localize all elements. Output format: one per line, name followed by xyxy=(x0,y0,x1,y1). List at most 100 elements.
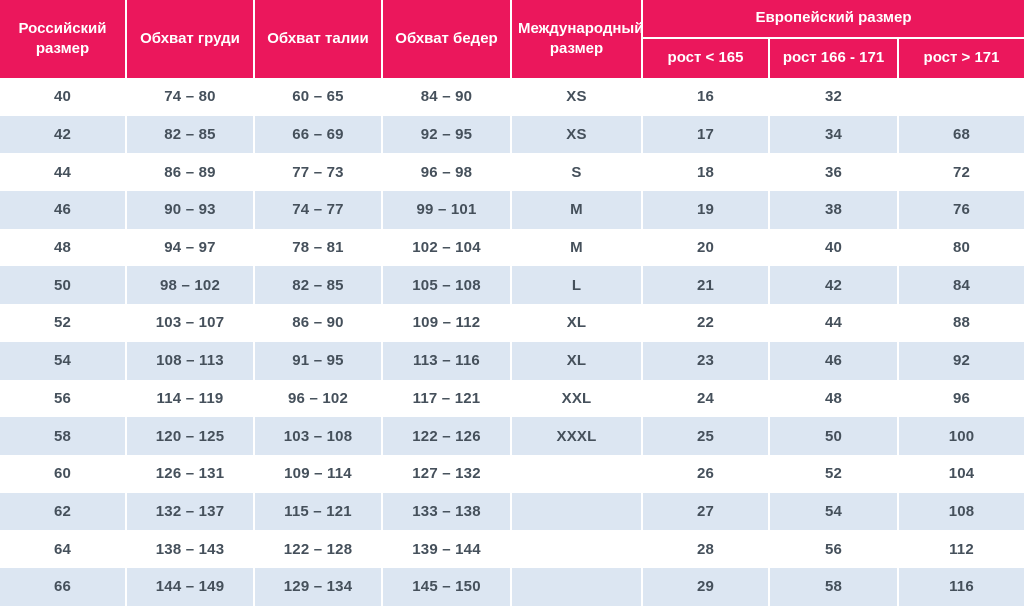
cell-height-166-171: 36 xyxy=(770,153,899,192)
cell-height-166-171: 46 xyxy=(770,341,899,380)
cell-international-size: XL xyxy=(512,341,643,380)
cell-russian-size: 48 xyxy=(0,228,127,267)
size-chart-header: Российский размер Обхват груди Обхват та… xyxy=(0,0,1024,78)
cell-international-size: M xyxy=(512,191,643,229)
cell-height-lt-165: 26 xyxy=(643,454,770,493)
cell-height-lt-165: 29 xyxy=(643,567,770,606)
cell-height-gt-171: 68 xyxy=(899,115,1024,154)
cell-waist: 115 – 121 xyxy=(255,492,383,531)
header-international-size: Международный размер xyxy=(512,0,643,78)
cell-waist: 103 – 108 xyxy=(255,417,383,455)
cell-russian-size: 42 xyxy=(0,115,127,154)
table-row: 42 82 – 85 66 – 69 92 – 95 XS 17 34 68 xyxy=(0,115,1024,154)
cell-hips: 122 – 126 xyxy=(383,417,512,455)
cell-height-gt-171: 76 xyxy=(899,191,1024,229)
cell-height-gt-171: 108 xyxy=(899,492,1024,531)
cell-hips: 92 – 95 xyxy=(383,115,512,154)
cell-chest: 74 – 80 xyxy=(127,78,255,116)
cell-height-gt-171: 88 xyxy=(899,304,1024,342)
header-waist: Обхват талии xyxy=(255,0,383,78)
header-height-lt-165: рост < 165 xyxy=(643,39,770,78)
cell-hips: 105 – 108 xyxy=(383,266,512,305)
cell-height-lt-165: 19 xyxy=(643,191,770,229)
cell-russian-size: 52 xyxy=(0,304,127,342)
cell-height-gt-171: 80 xyxy=(899,228,1024,267)
cell-chest: 132 – 137 xyxy=(127,492,255,531)
header-european-size: Европейский размер xyxy=(643,0,1024,39)
cell-height-gt-171: 104 xyxy=(899,454,1024,493)
cell-height-lt-165: 27 xyxy=(643,492,770,531)
cell-waist: 74 – 77 xyxy=(255,191,383,229)
cell-russian-size: 66 xyxy=(0,567,127,606)
cell-hips: 99 – 101 xyxy=(383,191,512,229)
cell-hips: 102 – 104 xyxy=(383,228,512,267)
cell-height-gt-171: 112 xyxy=(899,530,1024,568)
cell-international-size: XL xyxy=(512,304,643,342)
cell-hips: 139 – 144 xyxy=(383,530,512,568)
cell-hips: 84 – 90 xyxy=(383,78,512,116)
cell-russian-size: 64 xyxy=(0,530,127,568)
cell-height-gt-171: 100 xyxy=(899,417,1024,455)
cell-russian-size: 44 xyxy=(0,153,127,192)
cell-russian-size: 50 xyxy=(0,266,127,305)
cell-height-166-171: 44 xyxy=(770,304,899,342)
cell-height-lt-165: 17 xyxy=(643,115,770,154)
table-row: 54 108 – 113 91 – 95 113 – 116 XL 23 46 92 xyxy=(0,341,1024,380)
cell-chest: 120 – 125 xyxy=(127,417,255,455)
cell-height-gt-171: 92 xyxy=(899,341,1024,380)
cell-chest: 144 – 149 xyxy=(127,567,255,606)
table-row: 66 144 – 149 129 – 134 145 – 150 29 58 116 xyxy=(0,567,1024,606)
cell-height-166-171: 38 xyxy=(770,191,899,229)
cell-waist: 60 – 65 xyxy=(255,78,383,116)
cell-chest: 138 – 143 xyxy=(127,530,255,568)
cell-hips: 96 – 98 xyxy=(383,153,512,192)
cell-international-size: XS xyxy=(512,115,643,154)
cell-russian-size: 54 xyxy=(0,341,127,380)
table-row: 62 132 – 137 115 – 121 133 – 138 27 54 108 xyxy=(0,492,1024,531)
cell-height-166-171: 42 xyxy=(770,266,899,305)
table-row: 60 126 – 131 109 – 114 127 – 132 26 52 104 xyxy=(0,454,1024,493)
cell-international-size xyxy=(512,492,643,531)
table-row: 50 98 – 102 82 – 85 105 – 108 L 21 42 84 xyxy=(0,266,1024,305)
size-chart-body: 40 74 – 80 60 – 65 84 – 90 XS 16 32 42 82 – 85 66… xyxy=(0,78,1024,606)
table-row: 58 120 – 125 103 – 108 122 – 126 XXXL 25 50 100 xyxy=(0,417,1024,455)
cell-height-166-171: 52 xyxy=(770,454,899,493)
table-row: 46 90 – 93 74 – 77 99 – 101 M 19 38 76 xyxy=(0,191,1024,229)
cell-chest: 114 – 119 xyxy=(127,379,255,418)
table-row: 52 103 – 107 86 – 90 109 – 112 XL 22 44 88 xyxy=(0,304,1024,342)
cell-height-lt-165: 28 xyxy=(643,530,770,568)
cell-height-166-171: 56 xyxy=(770,530,899,568)
header-row-main: Российский размер Обхват груди Обхват та… xyxy=(0,0,1024,78)
cell-height-lt-165: 18 xyxy=(643,153,770,192)
cell-international-size: XXL xyxy=(512,379,643,418)
cell-height-166-171: 48 xyxy=(770,379,899,418)
cell-international-size: XXXL xyxy=(512,417,643,455)
cell-hips: 113 – 116 xyxy=(383,341,512,380)
cell-height-gt-171 xyxy=(899,78,1024,116)
cell-russian-size: 58 xyxy=(0,417,127,455)
header-hips: Обхват бедер xyxy=(383,0,512,78)
header-russian-size: Российский размер xyxy=(0,0,127,78)
cell-height-lt-165: 21 xyxy=(643,266,770,305)
cell-chest: 90 – 93 xyxy=(127,191,255,229)
cell-height-lt-165: 16 xyxy=(643,78,770,116)
cell-chest: 108 – 113 xyxy=(127,341,255,380)
cell-waist: 66 – 69 xyxy=(255,115,383,154)
cell-height-gt-171: 84 xyxy=(899,266,1024,305)
cell-hips: 133 – 138 xyxy=(383,492,512,531)
cell-height-166-171: 54 xyxy=(770,492,899,531)
header-row-sub: рост < 165 рост 166 - 171 рост > 171 xyxy=(0,39,1024,78)
cell-chest: 82 – 85 xyxy=(127,115,255,154)
cell-chest: 126 – 131 xyxy=(127,454,255,493)
cell-russian-size: 60 xyxy=(0,454,127,493)
cell-height-166-171: 58 xyxy=(770,567,899,606)
cell-waist: 82 – 85 xyxy=(255,266,383,305)
cell-height-gt-171: 72 xyxy=(899,153,1024,192)
cell-height-lt-165: 20 xyxy=(643,228,770,267)
header-height-166-171: рост 166 - 171 xyxy=(770,39,899,78)
cell-chest: 94 – 97 xyxy=(127,228,255,267)
cell-height-gt-171: 96 xyxy=(899,379,1024,418)
cell-height-166-171: 50 xyxy=(770,417,899,455)
cell-waist: 109 – 114 xyxy=(255,454,383,493)
